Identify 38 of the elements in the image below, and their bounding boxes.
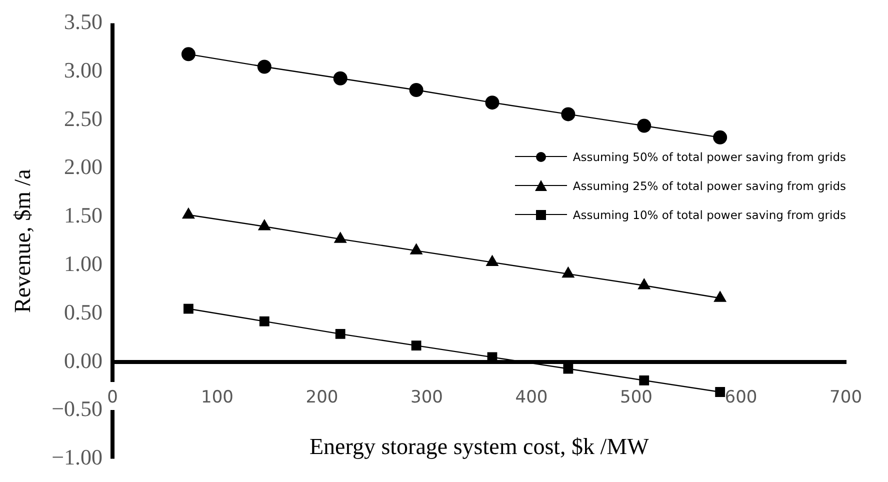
y-tick-label: 2.00	[64, 154, 103, 180]
y-tick-label: 0.00	[64, 348, 103, 373]
x-tick-label: 100	[201, 388, 234, 408]
point	[257, 60, 272, 74]
point	[485, 96, 500, 110]
x-tick-label: 700	[830, 388, 862, 408]
point	[639, 375, 650, 386]
y-tick-label: 1.50	[64, 202, 103, 228]
point	[409, 82, 424, 97]
legend-label: Assuming 25% of total power saving from grids	[572, 178, 846, 192]
point	[335, 328, 346, 339]
y-tick-label: −1.00	[52, 444, 103, 470]
x-tick-label: 500	[620, 388, 652, 408]
point	[181, 47, 196, 62]
x-tick-label: 600	[724, 388, 758, 408]
y-tick-label: −0.50	[52, 396, 103, 422]
point	[713, 130, 728, 144]
point	[561, 107, 576, 122]
point	[563, 364, 574, 374]
y-tick-label: 0.50	[64, 299, 103, 324]
point	[637, 118, 652, 133]
y-tick-label: 2.50	[64, 106, 103, 131]
point	[259, 316, 270, 326]
point	[715, 387, 726, 397]
y-tick-label: 3.00	[64, 57, 103, 82]
legend-label: Assuming 50% of total power saving from grids	[572, 150, 846, 164]
y-axis-title: Revenue, $m /a	[10, 169, 35, 313]
x-tick-label: 300	[410, 388, 443, 408]
x-tick-label: 0	[107, 388, 118, 408]
point	[411, 340, 422, 350]
y-tick-label: 3.50	[64, 8, 103, 34]
legend-label: Assuming 10% of total power saving from grids	[572, 208, 846, 222]
x-tick-label: 200	[306, 388, 338, 408]
x-tick-label: 400	[515, 388, 548, 408]
x-axis-title: Energy storage system cost, $k /MW	[309, 434, 650, 460]
point	[184, 304, 194, 314]
point	[333, 71, 348, 86]
y-tick-label: 1.00	[64, 250, 103, 276]
